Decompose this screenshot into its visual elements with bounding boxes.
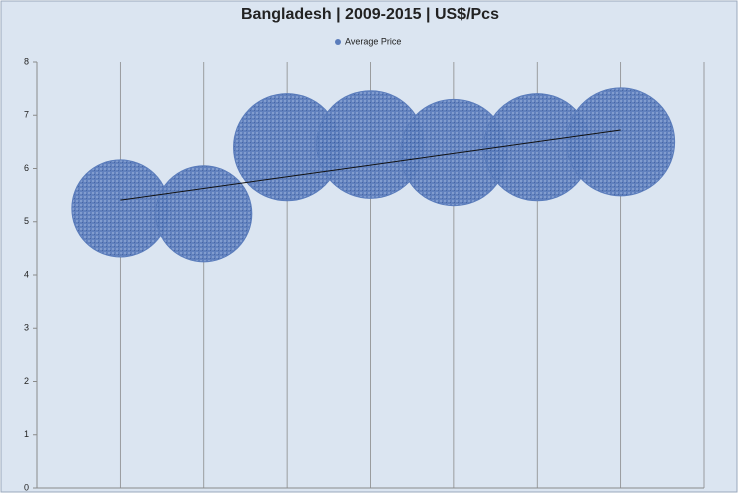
legend-label: Average Price: [345, 36, 401, 46]
y-tick-label: 2: [24, 376, 29, 386]
y-tick-label: 1: [24, 429, 29, 439]
bubble: [71, 159, 170, 258]
y-tick-label: 8: [24, 56, 29, 66]
y-tick-label: 0: [24, 482, 29, 492]
y-tick-label: 6: [24, 163, 29, 173]
trend-line: [120, 129, 621, 201]
bubble: [566, 87, 676, 197]
y-tick-label: 4: [24, 269, 29, 279]
y-tick-label: 3: [24, 323, 29, 333]
y-tick-label: 5: [24, 216, 29, 226]
chart-title: Bangladesh | 2009-2015 | US$/Pcs: [241, 6, 499, 23]
bubble: [155, 165, 253, 263]
legend-marker: [335, 39, 341, 45]
y-tick-label: 7: [24, 110, 29, 120]
